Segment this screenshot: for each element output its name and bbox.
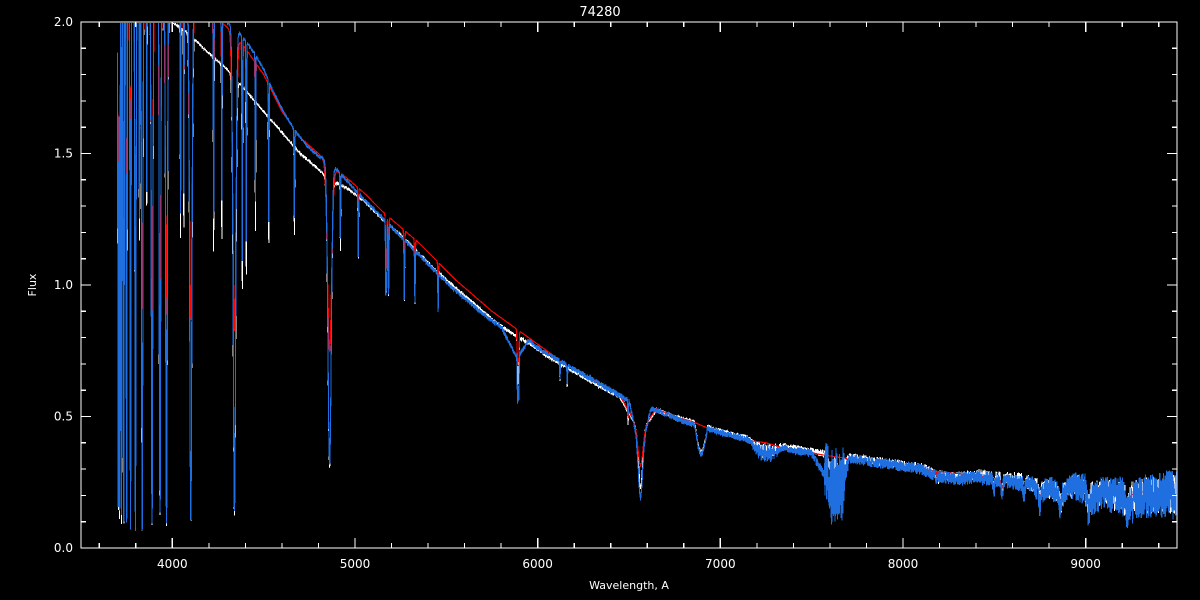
data-series-layer bbox=[116, 23, 1177, 532]
axes-frame-layer bbox=[80, 21, 1178, 549]
x-tick-label: 9000 bbox=[1070, 557, 1101, 571]
y-tick-label-layer: 0.0 0.5 1.0 1.5 2.0 bbox=[54, 15, 73, 555]
x-tick-label-layer: 4000 5000 6000 7000 8000 9000 bbox=[157, 557, 1101, 571]
y-tick-label: 1.0 bbox=[54, 278, 73, 292]
x-tick-label: 7000 bbox=[705, 557, 736, 571]
x-tick-label: 4000 bbox=[157, 557, 188, 571]
telluric-band-noise bbox=[824, 442, 845, 525]
x-axis-label: Wavelength, A bbox=[589, 579, 669, 592]
x-tick-label: 6000 bbox=[522, 557, 553, 571]
y-tick-label: 1.5 bbox=[54, 147, 73, 161]
chart-title: 74280 bbox=[579, 5, 620, 20]
x-tick-label: 5000 bbox=[340, 557, 371, 571]
y-axis-label: Flux bbox=[26, 273, 39, 296]
y-tick-label: 0.5 bbox=[54, 410, 73, 424]
observed-spectrum-line bbox=[116, 23, 1177, 531]
y-tick-label: 0.0 bbox=[54, 541, 73, 555]
x-tick-label: 8000 bbox=[888, 557, 919, 571]
y-tick-label: 2.0 bbox=[54, 15, 73, 29]
